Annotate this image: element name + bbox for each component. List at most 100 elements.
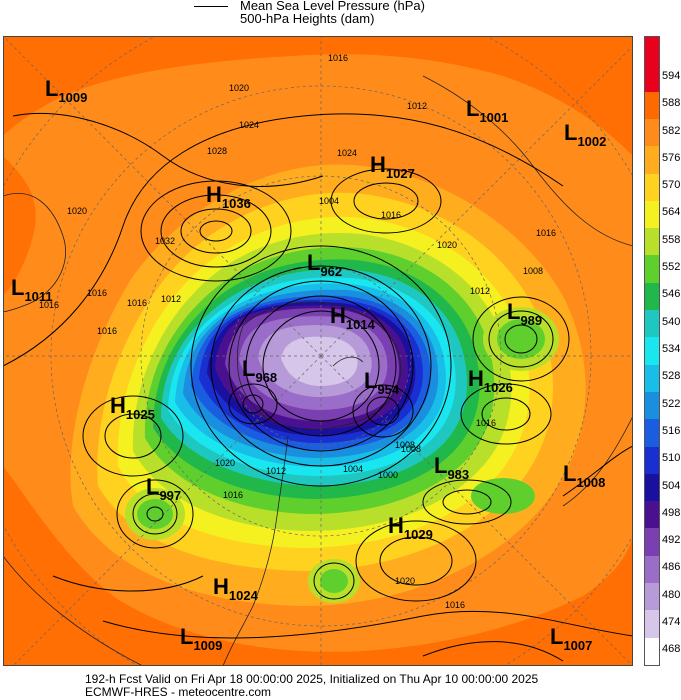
colorbar-cell (645, 555, 659, 584)
pressure-center: L1009 (180, 624, 222, 653)
colorbar-tick-label: 594 (662, 69, 681, 82)
heights-legend-label: 500-hPa Heights (dam) (240, 11, 375, 26)
isobar-label: 1020 (395, 576, 415, 586)
isobar-label: 1008 (401, 444, 421, 454)
model-source-text: ECMWF-HRES - meteocentre.com (85, 685, 272, 699)
colorbar-tick-label: 558 (662, 233, 681, 246)
isobar-label: 1004 (319, 196, 339, 206)
pressure-center: H1014 (330, 303, 376, 332)
colorbar-cell (645, 146, 659, 174)
height-low-south-core (320, 569, 348, 593)
isobar-label: 1016 (39, 300, 59, 310)
pressure-center: H1036 (206, 182, 251, 211)
colorbar-cell (645, 419, 659, 447)
height-low-997-core (137, 499, 173, 529)
isobar-label: 1020 (67, 206, 87, 216)
map-legend: Mean Sea Level Pressure (hPa) 500-hPa He… (190, 0, 490, 30)
colorbar-tick-label: 522 (662, 397, 681, 410)
pressure-center: L968 (242, 356, 277, 385)
colorbar-cell (645, 610, 659, 638)
isobar-label: 1020 (229, 83, 249, 93)
isobar-label: 1004 (343, 464, 363, 474)
colorbar-cell (645, 446, 659, 474)
isobar-label: 1008 (395, 440, 415, 450)
isobar-label: 1012 (161, 294, 181, 304)
weather-map: 1016 1020 1024 1028 1032 1016 1012 1008 … (3, 36, 633, 666)
colorbar-tick-label: 564 (662, 206, 681, 219)
colorbar-cell (645, 364, 659, 392)
colorbar-tick-label: 528 (662, 370, 681, 383)
isobar-label: 1016 (381, 210, 401, 220)
isobar-label: 1012 (266, 466, 286, 476)
mslp-line-sample (194, 6, 228, 7)
colorbar-cell (645, 91, 659, 119)
colorbar-tick-label: 540 (662, 315, 681, 328)
colorbar-tick-label: 546 (662, 288, 681, 301)
height-band-588-west (3, 156, 36, 296)
colorbar-cell (645, 118, 659, 147)
pressure-centers: L1009 L1001 L1002 H1027 H1036 L1011 L962… (11, 76, 606, 653)
pressure-center: L983 (434, 453, 469, 482)
isobar-label: 1012 (407, 101, 427, 111)
colorbar-tick-label: 492 (662, 534, 681, 547)
pressure-center: H1025 (110, 393, 155, 422)
pressure-center: L962 (307, 250, 342, 279)
colorbar-cell (645, 37, 659, 65)
colorbar-tick-label: 588 (662, 97, 681, 110)
isobar-label: 1028 (207, 146, 227, 156)
colorbar-cell (645, 637, 659, 665)
pressure-center: L989 (507, 299, 542, 328)
colorbar-cell (645, 337, 659, 365)
isobar-label: 1016 (476, 418, 496, 428)
colorbar-cell (645, 583, 659, 611)
height-band-588-south (3, 466, 633, 666)
isobar-labels: 1016 1020 1024 1028 1032 1016 1012 1008 … (39, 53, 556, 610)
colorbar-tick-label: 498 (662, 506, 681, 519)
colorbar-tick-label: 474 (662, 616, 681, 629)
map-footer: 192-h Fcst Valid on Fri Apr 18 00:00:00 … (85, 673, 538, 699)
coastlines (3, 75, 633, 666)
pressure-center: H1029 (388, 513, 433, 542)
isobar-label: 1020 (437, 240, 457, 250)
mslp-legend-label: Mean Sea Level Pressure (hPa) (240, 0, 425, 13)
colorbar-tick-label: 534 (662, 343, 681, 355)
colorbar-cell (645, 282, 659, 311)
colorbar-tick-label: 504 (662, 479, 681, 492)
isobars (3, 112, 633, 662)
isobar-label: 1016 (536, 228, 556, 238)
pressure-center: L997 (146, 474, 181, 503)
isobar-label: 1008 (523, 266, 543, 276)
colorbar-tick-label: 576 (662, 151, 681, 164)
isobar-label: 1032 (155, 236, 175, 246)
pressure-center: L1011 (11, 275, 53, 304)
pressure-center: L954 (364, 368, 400, 397)
isobar-label: 1016 (97, 326, 117, 336)
colorbar-cell (645, 255, 659, 283)
colorbar-cell (645, 228, 659, 256)
pressure-center: L1008 (563, 461, 605, 490)
colorbar-cell (645, 473, 659, 502)
height-low-983 (471, 478, 535, 514)
height-band-588-north (3, 36, 633, 156)
isobar-label: 1016 (328, 53, 348, 63)
height-low-989-core (497, 319, 545, 359)
isobar-label: 1024 (337, 148, 357, 158)
isobar-label: 1016 (87, 288, 107, 298)
isobar-label: 1016 (223, 490, 243, 500)
colorbar-cell (645, 310, 659, 338)
pressure-center: H1026 (468, 366, 513, 395)
colorbar-tick-label: 468 (662, 643, 681, 656)
colorbar-cell (645, 501, 659, 529)
colorbar-tick-label: 510 (662, 452, 681, 465)
forecast-valid-text: 192-h Fcst Valid on Fri Apr 18 00:00:00 … (85, 672, 539, 686)
colorbar-tick-label: 552 (662, 261, 681, 274)
pressure-center: H1027 (370, 152, 415, 181)
height-colorbar (644, 36, 660, 666)
colorbar-tick-label: 480 (662, 588, 681, 601)
pressure-center: H1024 (213, 574, 259, 603)
isobar-label: 1012 (470, 286, 490, 296)
isobar-label: 1024 (239, 120, 259, 130)
isobar-label: 1016 (127, 298, 147, 308)
colorbar-tick-label: 570 (662, 179, 681, 192)
colorbar-tick-label: 486 (662, 561, 681, 574)
